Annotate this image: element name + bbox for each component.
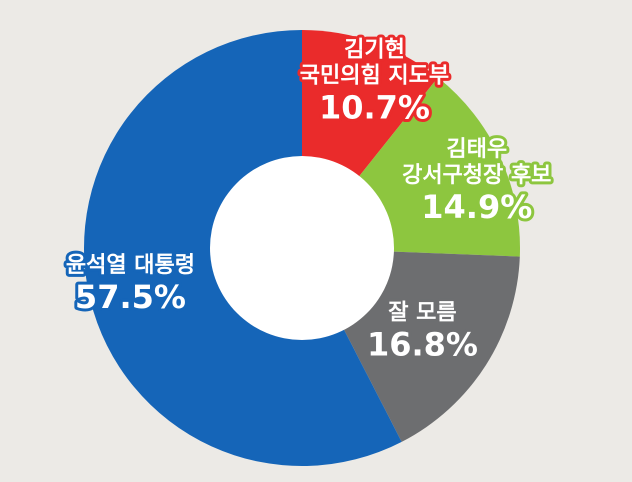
slice-4-name-line-1: 윤석열 대통령 xyxy=(66,253,195,278)
slice-2-name-line-2: 강서구청장 후보 xyxy=(402,163,551,188)
slice-1-value-label: 10.7% xyxy=(319,88,430,126)
slice-1-name-line-2: 국민의힘 지도부 xyxy=(300,63,449,88)
slice-3-name-line-1: 잘 모름 xyxy=(388,301,456,326)
donut-hole xyxy=(210,156,394,340)
slice-4-value-label: 57.5% xyxy=(75,278,186,316)
slice-3-value-label: 16.8% xyxy=(367,326,478,364)
slice-2-value-label: 14.9% xyxy=(421,188,532,226)
slice-1-name-line-1: 김기현 xyxy=(344,37,405,62)
slice-2-name-line-1: 김태우 xyxy=(446,137,507,162)
